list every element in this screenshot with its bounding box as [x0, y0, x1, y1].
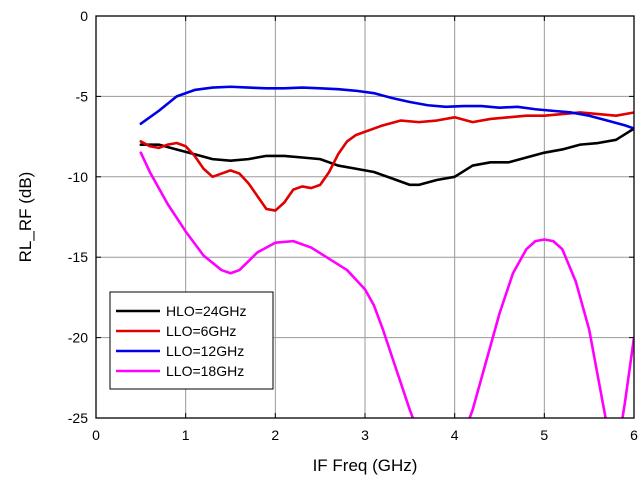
x-axis-label: IF Freq (GHz) [313, 456, 418, 475]
legend-label: LLO=6GHz [166, 323, 236, 339]
series-line-llo-12ghz [139, 85, 634, 130]
x-axis-ticks: 0 1 2 3 4 5 6 [92, 16, 638, 443]
x-tick-label: 4 [451, 427, 459, 443]
x-tick-label: 1 [182, 427, 190, 443]
y-axis-ticks: 0 -5 -10 -15 -20 -25 [68, 8, 634, 426]
legend-box [109, 291, 274, 390]
x-tick-label: 2 [271, 427, 279, 443]
legend-label: LLO=12GHz [166, 343, 244, 359]
x-tick-label: 6 [630, 427, 638, 443]
legend-items: HLO=24GHz LLO=6GHz LLO=12GHz LLO=18GHz [116, 303, 247, 379]
legend-label: LLO=18GHz [166, 363, 244, 379]
series-line-hlo-24ghz [139, 127, 634, 187]
legend-label: HLO=24GHz [166, 303, 247, 319]
y-tick-label: -20 [68, 330, 88, 346]
y-tick-label: -10 [68, 169, 88, 185]
x-tick-label: 3 [361, 427, 369, 443]
series-line-llo-18ghz [139, 151, 415, 418]
series-line-llo-6ghz [139, 111, 634, 212]
x-tick-label: 0 [92, 427, 100, 443]
legend: HLO=24GHz LLO=6GHz LLO=12GHz LLO=18GHz [109, 291, 274, 390]
series-layer [139, 85, 634, 418]
y-tick-label: -15 [68, 249, 88, 265]
x-tick-label: 5 [540, 427, 548, 443]
series-line-llo-18ghz-segment-2 [468, 238, 634, 418]
y-tick-label: -5 [76, 88, 89, 104]
y-axis-label: RL_RF (dB) [16, 172, 35, 263]
y-tick-label: -25 [68, 410, 88, 426]
y-tick-label: 0 [80, 8, 88, 24]
